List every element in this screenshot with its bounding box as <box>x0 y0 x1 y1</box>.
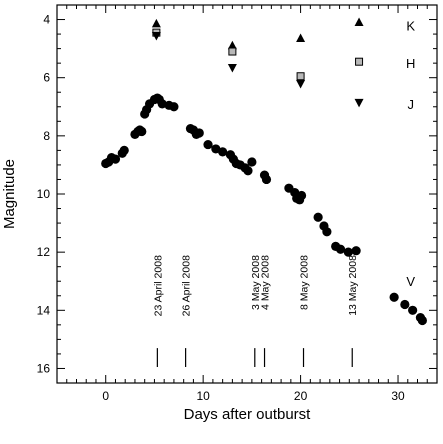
tick-labels: 0 10 20 30 4 6 8 10 12 14 16 <box>37 13 405 403</box>
x-tick-label: 30 <box>391 389 405 403</box>
axis-ticks <box>56 5 438 384</box>
y-tick-label: 4 <box>43 13 50 27</box>
band-label: J <box>407 97 414 112</box>
v-band-point <box>110 154 121 164</box>
v-band-point <box>417 315 427 326</box>
v-band-point <box>313 212 323 222</box>
band-label: H <box>406 56 415 71</box>
x-tick-label: 10 <box>196 389 210 403</box>
v-band-point <box>335 244 346 254</box>
plot-frame <box>56 4 438 384</box>
date-marker-label: 8 May 2008 <box>299 255 311 310</box>
y-tick-label: 12 <box>37 245 51 259</box>
j-band-point <box>227 64 237 73</box>
v-band-point <box>261 174 272 185</box>
h-band-point <box>228 47 237 56</box>
j-band-point <box>151 32 161 41</box>
v-band-point <box>400 299 410 310</box>
y-tick-label: 14 <box>37 303 51 317</box>
date-marker-label: 23 April 2008 <box>152 255 164 316</box>
y-tick-label: 6 <box>43 71 50 85</box>
y-tick-label: 10 <box>37 187 51 201</box>
date-marker-label: 13 May 2008 <box>347 255 359 316</box>
v-band-point <box>296 190 307 201</box>
v-band-point <box>343 247 353 257</box>
j-band-point <box>296 80 306 89</box>
h-band-point <box>355 57 364 66</box>
x-tick-label: 20 <box>294 389 308 403</box>
v-band-point <box>322 227 332 237</box>
v-band-point <box>137 126 147 137</box>
v-band-point <box>247 157 257 167</box>
data-points <box>101 17 427 326</box>
y-tick-label: 16 <box>37 361 51 375</box>
x-tick-label: 0 <box>102 389 109 403</box>
j-band-point <box>354 98 364 108</box>
k-band-point <box>227 40 237 50</box>
v-band-point <box>218 147 228 157</box>
date-marker-label: 26 April 2008 <box>181 255 193 316</box>
v-band-point <box>203 139 213 150</box>
v-band-point <box>389 292 399 302</box>
band-label: V <box>406 274 415 289</box>
v-band-point <box>408 305 418 315</box>
v-band-point <box>169 102 179 112</box>
v-band-point <box>351 246 361 256</box>
k-band-point <box>151 18 161 28</box>
date-marker-label: 4 May 2008 <box>260 255 272 310</box>
h-band-point <box>296 72 305 81</box>
v-band-point <box>194 128 204 138</box>
band-label: K <box>406 18 415 33</box>
v-band-point <box>119 145 129 155</box>
date-marker-label: 3 May 2008 <box>250 255 262 310</box>
y-axis-label: Magnitude <box>1 159 18 229</box>
x-axis-label: Days after outburst <box>184 406 312 423</box>
v-band-point <box>243 166 253 176</box>
k-band-point <box>296 33 306 42</box>
y-tick-label: 8 <box>43 129 50 143</box>
k-band-point <box>354 17 364 26</box>
band-labels: K H J V <box>406 18 415 289</box>
